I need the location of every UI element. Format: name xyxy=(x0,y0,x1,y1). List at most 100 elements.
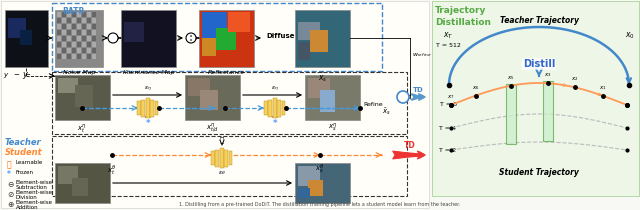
Bar xyxy=(62,54,66,59)
Text: Reflectance: Reflectance xyxy=(207,70,244,75)
Bar xyxy=(146,98,150,118)
Text: T = 512: T = 512 xyxy=(436,43,460,48)
Text: $x_s^{\theta}$: $x_s^{\theta}$ xyxy=(316,163,324,176)
Bar xyxy=(432,1,639,196)
Bar xyxy=(72,48,76,53)
Bar xyxy=(216,28,236,50)
Bar xyxy=(188,78,210,96)
Bar xyxy=(62,48,66,53)
Bar xyxy=(57,30,61,35)
Text: RATR: RATR xyxy=(62,7,84,16)
Bar xyxy=(77,18,81,23)
Bar xyxy=(77,48,81,53)
Bar xyxy=(224,150,228,167)
Bar xyxy=(55,75,110,120)
Bar xyxy=(506,84,516,144)
Bar xyxy=(57,54,61,59)
Text: Element-wise: Element-wise xyxy=(16,180,53,185)
Text: $y\ \ -\ -$: $y\ \ -\ -$ xyxy=(3,71,31,80)
Bar xyxy=(67,12,71,17)
Bar xyxy=(298,42,310,60)
Bar xyxy=(72,54,76,59)
Bar xyxy=(87,30,91,35)
Bar xyxy=(62,30,66,35)
Bar xyxy=(82,18,86,23)
Bar xyxy=(82,36,86,41)
Bar xyxy=(228,151,232,165)
Text: Frozen: Frozen xyxy=(16,170,34,175)
Bar xyxy=(55,10,103,67)
Text: ⊘: ⊘ xyxy=(7,190,13,199)
Bar xyxy=(155,101,158,115)
Bar xyxy=(72,24,76,29)
Bar xyxy=(202,38,216,56)
Circle shape xyxy=(190,39,192,41)
Bar xyxy=(55,163,110,203)
Bar xyxy=(228,12,250,32)
Bar xyxy=(92,54,96,59)
Text: Teacher Trajectory: Teacher Trajectory xyxy=(499,16,579,25)
Text: *: * xyxy=(146,119,150,128)
Text: $x_0$: $x_0$ xyxy=(625,31,635,41)
Text: $x_6$: $x_6$ xyxy=(472,84,480,92)
Bar xyxy=(121,10,176,67)
Bar xyxy=(92,30,96,35)
Bar xyxy=(185,75,240,120)
Text: *: * xyxy=(7,170,11,179)
Text: $x_t^{\eta}$: $x_t^{\eta}$ xyxy=(77,122,87,135)
Bar xyxy=(77,54,81,59)
Bar xyxy=(82,12,86,17)
Bar xyxy=(57,18,61,23)
Bar xyxy=(211,151,215,165)
Bar xyxy=(87,48,91,53)
Bar xyxy=(124,22,144,42)
Bar xyxy=(298,188,310,198)
Bar xyxy=(67,30,71,35)
Bar xyxy=(298,166,320,186)
Bar xyxy=(72,36,76,41)
Bar xyxy=(57,48,61,53)
Text: TD: TD xyxy=(404,141,416,150)
Bar xyxy=(62,36,66,41)
Text: $\varepsilon_\theta$: $\varepsilon_\theta$ xyxy=(218,169,226,177)
Bar xyxy=(1,1,429,208)
Bar xyxy=(82,24,86,29)
Bar xyxy=(282,101,285,115)
Text: Teacher: Teacher xyxy=(5,138,42,147)
Text: $\bar{x}_s$: $\bar{x}_s$ xyxy=(382,107,391,117)
Bar xyxy=(295,163,350,203)
Bar xyxy=(92,18,96,23)
Bar xyxy=(77,24,81,29)
Bar xyxy=(87,54,91,59)
Bar xyxy=(77,36,81,41)
Bar xyxy=(67,48,71,53)
Bar xyxy=(92,48,96,53)
Bar xyxy=(57,36,61,41)
Bar xyxy=(268,100,272,117)
Bar xyxy=(92,42,96,47)
Bar xyxy=(310,30,328,52)
Text: $x_T$: $x_T$ xyxy=(443,31,453,41)
Text: T = 2: T = 2 xyxy=(440,147,456,152)
Bar xyxy=(72,178,88,196)
Bar xyxy=(87,24,91,29)
Bar xyxy=(92,12,96,17)
Text: 1. Distilling from a pre-trained DoDiT. The distillation training pipeline lets : 1. Distilling from a pre-trained DoDiT. … xyxy=(179,202,461,207)
Bar xyxy=(87,36,91,41)
Text: Diffuse: Diffuse xyxy=(266,33,294,39)
Bar xyxy=(92,24,96,29)
Text: Trajectory
Distillation: Trajectory Distillation xyxy=(435,6,491,27)
Circle shape xyxy=(397,91,409,103)
Bar xyxy=(62,18,66,23)
Bar xyxy=(87,12,91,17)
Bar xyxy=(87,42,91,47)
Text: Division: Division xyxy=(16,195,38,200)
Text: Illuminance Map: Illuminance Map xyxy=(123,70,175,75)
Bar xyxy=(77,42,81,47)
Circle shape xyxy=(108,33,118,43)
Bar xyxy=(8,18,26,38)
Bar xyxy=(543,81,553,141)
Text: ⊕: ⊕ xyxy=(7,200,13,209)
Circle shape xyxy=(186,33,196,43)
Bar xyxy=(62,24,66,29)
